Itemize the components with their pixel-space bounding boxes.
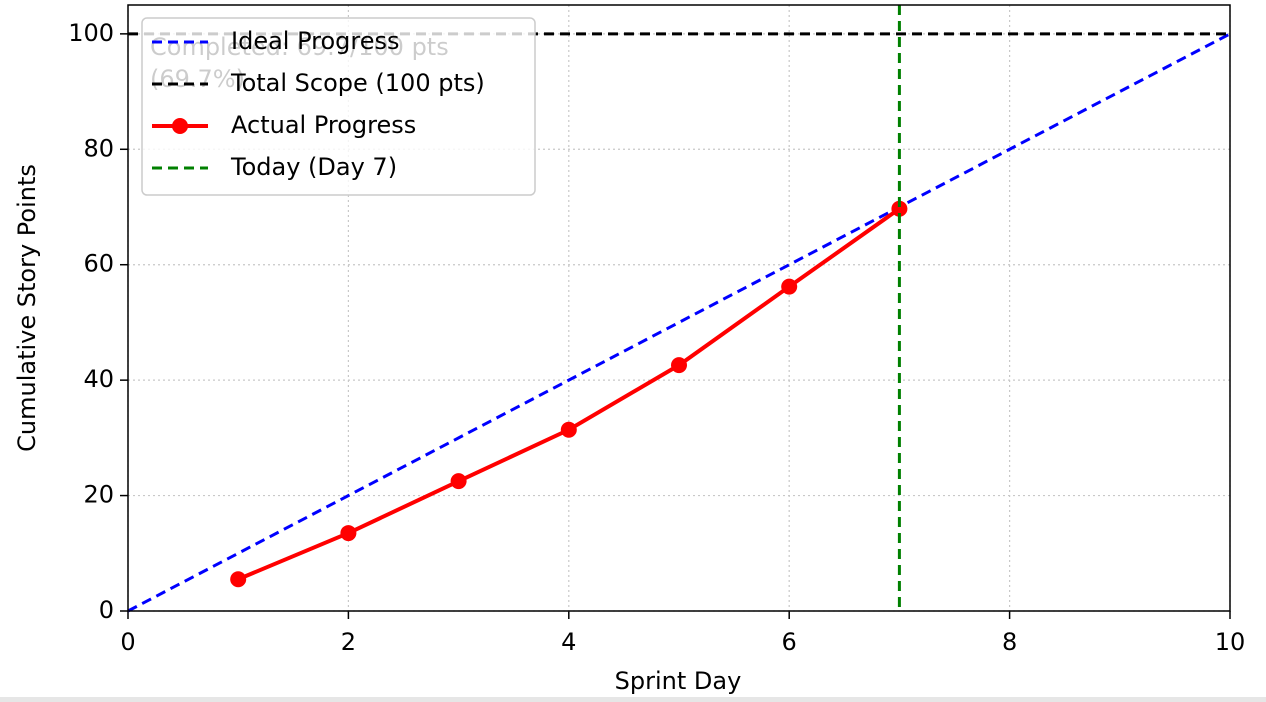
legend-label: Ideal Progress <box>231 27 400 55</box>
x-tick-label: 0 <box>120 628 135 656</box>
x-tick-label: 2 <box>341 628 356 656</box>
legend-box <box>141 17 536 196</box>
x-tick-label: 10 <box>1215 628 1246 656</box>
data-point <box>781 278 798 295</box>
legend-label: Actual Progress <box>231 111 416 139</box>
x-axis-label: Sprint Day <box>615 667 742 695</box>
plot-frame <box>127 4 1231 612</box>
data-point <box>230 571 247 588</box>
x-tick-label: 4 <box>561 628 576 656</box>
x-tick-label: 6 <box>782 628 797 656</box>
y-tick-label: 40 <box>83 365 114 393</box>
x-tick-label: 8 <box>1002 628 1017 656</box>
y-tick-label: 80 <box>83 134 114 162</box>
y-tick-label: 0 <box>99 596 114 624</box>
data-point <box>671 357 687 374</box>
y-axis-label: Cumulative Story Points <box>13 164 41 452</box>
data-point <box>340 525 357 542</box>
bottom-bar <box>0 697 1266 702</box>
legend-label: Total Scope (100 pts) <box>230 69 485 97</box>
data-point <box>560 421 577 438</box>
y-tick-label: 60 <box>83 250 114 278</box>
legend-label: Today (Day 7) <box>230 153 397 181</box>
y-tick-label: 100 <box>68 19 114 47</box>
data-point <box>450 473 467 490</box>
y-tick-label: 20 <box>83 481 114 509</box>
data-point <box>891 200 908 217</box>
legend-marker <box>172 118 188 134</box>
